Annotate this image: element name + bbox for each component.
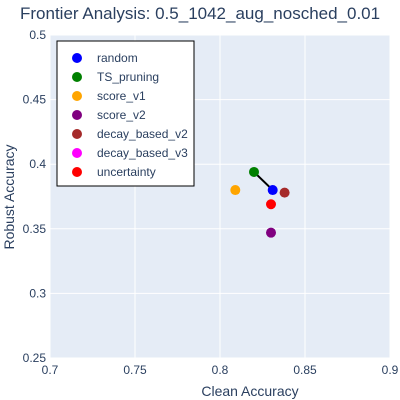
y-tick-label: 0.45	[23, 93, 47, 107]
y-tick-label: 0.3	[29, 286, 46, 300]
tick-labels: 0.7 0.75 0.8 0.85 0.9 0.25 0.3 0.35 0.4 0.45 0.5	[23, 28, 399, 377]
legend-label[interactable]: uncertainty	[97, 165, 156, 179]
chart-title: Frontier Analysis: 0.5_1042_aug_nosched_…	[20, 4, 380, 23]
x-tick-label: 0.75	[123, 363, 147, 377]
x-tick-label: 0.9	[382, 363, 399, 377]
legend-marker[interactable]	[72, 167, 82, 177]
legend[interactable]: random TS_pruning score_v1 score_v2 decay_ba…	[56, 40, 195, 187]
x-tick-label: 0.8	[212, 363, 229, 377]
y-tick-label: 0.5	[29, 28, 46, 42]
point-uncertainty[interactable]	[266, 199, 276, 210]
legend-label[interactable]: random	[97, 51, 138, 65]
point-TS-pruning[interactable]	[249, 166, 259, 177]
y-tick-label: 0.25	[23, 351, 47, 365]
y-axis-label: Robust Accuracy	[1, 144, 17, 249]
legend-marker[interactable]	[72, 110, 82, 120]
legend-marker[interactable]	[72, 91, 82, 101]
legend-marker[interactable]	[72, 72, 82, 82]
y-tick-label: 0.4	[29, 157, 46, 171]
data-points	[230, 166, 290, 238]
legend-label[interactable]: decay_based_v3	[97, 146, 188, 160]
x-tick-label: 0.7	[42, 363, 59, 377]
legend-label[interactable]: decay_based_v2	[97, 127, 188, 141]
legend-marker[interactable]	[72, 53, 82, 63]
legend-label[interactable]: score_v2	[97, 108, 146, 122]
point-score-v1[interactable]	[230, 185, 241, 196]
legend-marker[interactable]	[72, 129, 82, 139]
legend-label[interactable]: score_v1	[97, 89, 146, 103]
y-tick-label: 0.35	[23, 222, 47, 236]
legend-marker[interactable]	[72, 148, 82, 158]
point-decay-based-v2[interactable]	[279, 187, 290, 198]
x-tick-label: 0.85	[293, 363, 317, 377]
legend-label[interactable]: TS_pruning	[97, 70, 159, 84]
point-random[interactable]	[267, 185, 278, 196]
x-axis-label: Clean Accuracy	[201, 383, 298, 399]
point-score-v2[interactable]	[266, 227, 276, 238]
